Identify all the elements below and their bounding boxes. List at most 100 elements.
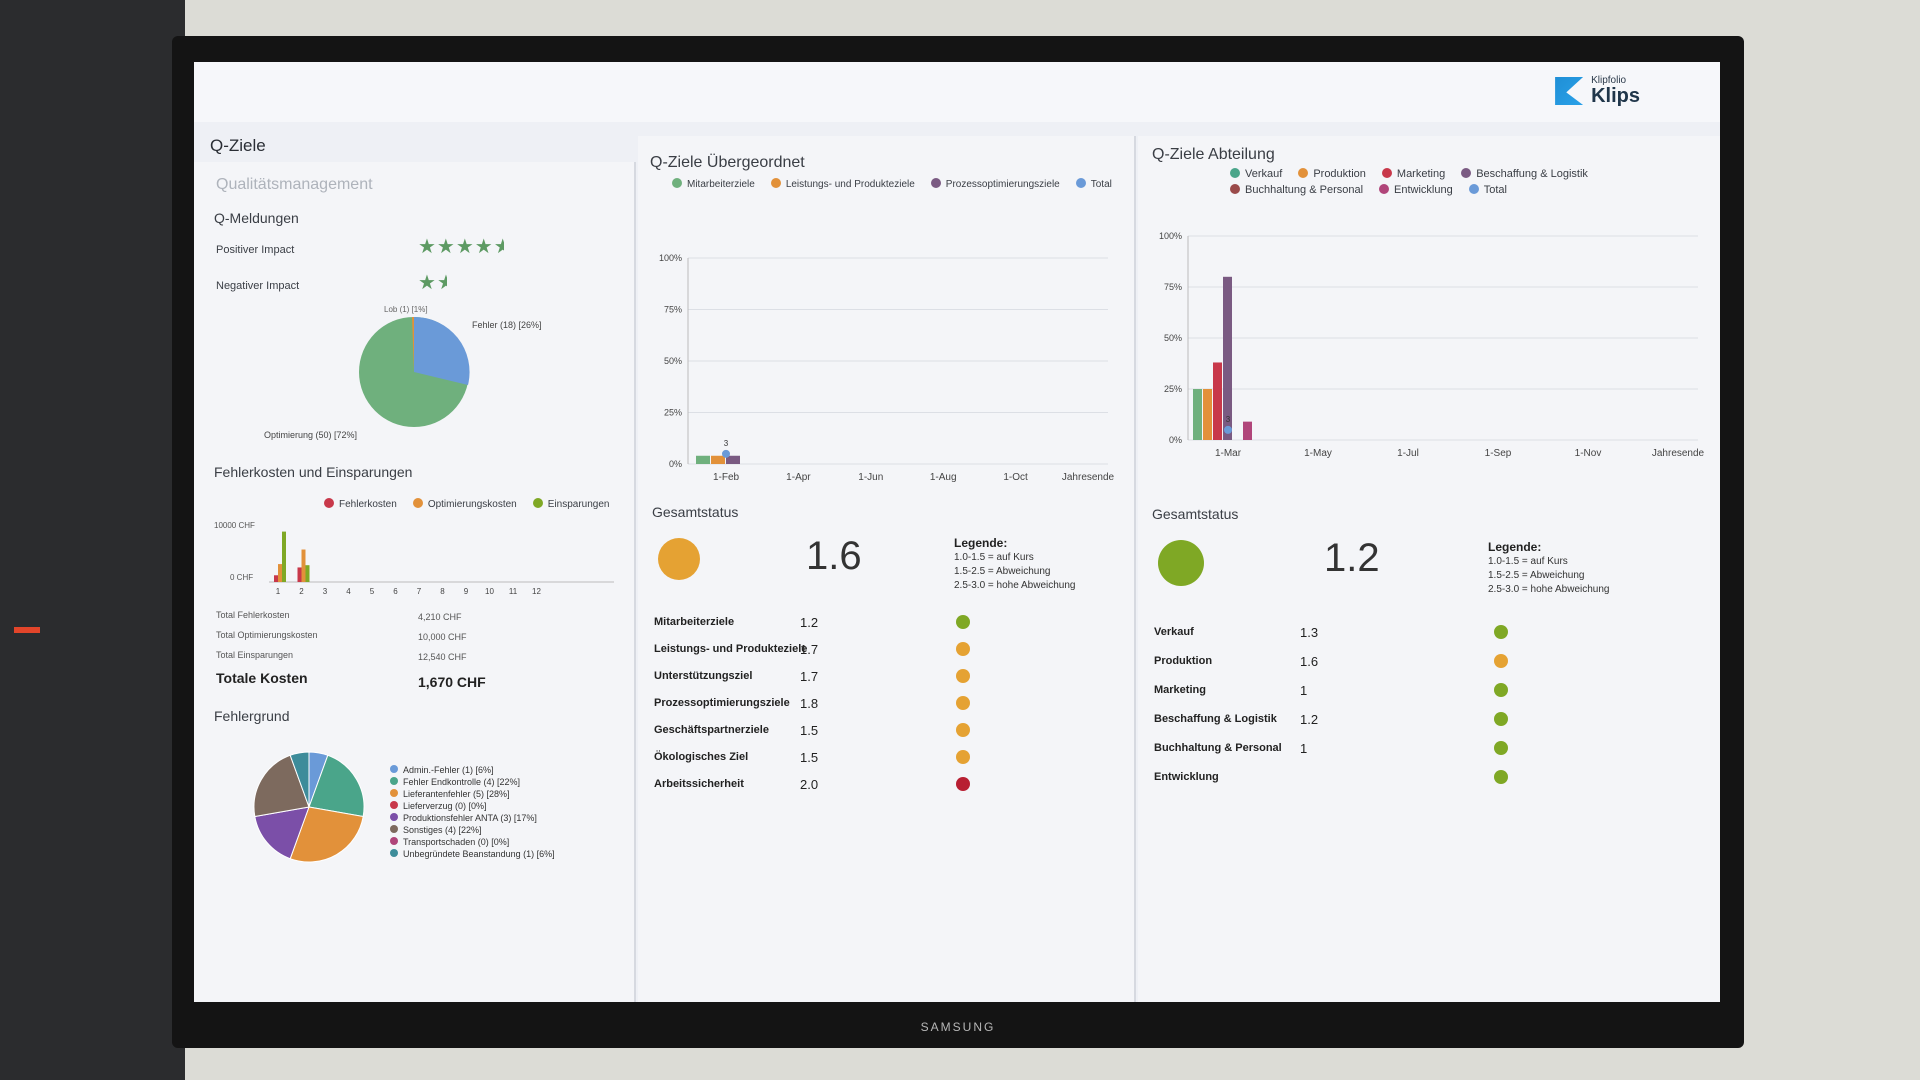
abteilung-legend-item: Total — [1468, 184, 1507, 196]
costs-title: Fehlerkosten und Einsparungen — [214, 464, 413, 480]
status-dot-icon — [956, 669, 970, 683]
x-tick-label: 1-Sep — [1485, 448, 1512, 459]
costs-x-tick: 10 — [485, 587, 494, 596]
legend-label: Lieferverzug (0) [0%] — [403, 801, 487, 811]
x-tick-label: 1-Nov — [1575, 448, 1602, 459]
bar-data-label: 3 — [1226, 415, 1231, 424]
bar-prozessoptimierungziele — [726, 455, 740, 464]
total-fehlerkosten-value: 4,210 CHF — [418, 612, 462, 622]
meldungen-title: Q-Meldungen — [214, 210, 299, 226]
legend-dot-icon — [390, 849, 398, 857]
costs-x-tick: 3 — [323, 587, 328, 596]
y-tick-label: 25% — [1164, 384, 1182, 394]
total-einsparungen-label: Total Einsparungen — [216, 650, 294, 660]
uebergeordnet-status-dot — [658, 538, 700, 580]
fehlergrund-legend: Admin.-Fehler (1) [6%] Fehler Endkontroll… — [390, 764, 555, 860]
abteilung-legend-item: Beschaffung & Logistik — [1461, 168, 1588, 180]
bar-entwicklung — [1243, 421, 1252, 440]
bar-leistungs-und-produkteziele — [711, 455, 725, 464]
panel-abteilung: Q-Ziele Abteilung Verkauf Produktion Marke… — [1138, 136, 1720, 1002]
x-tick-label: Jahresende — [1652, 448, 1705, 459]
status-dot-icon — [956, 615, 970, 629]
legend-fehlerkosten: Fehlerkosten — [324, 498, 397, 510]
fehlergrund-legend-item: Admin.-Fehler (1) [6%] — [390, 764, 555, 776]
pie-label-fehler: Fehler (18) [26%] — [472, 320, 542, 330]
costs-bar — [278, 564, 282, 582]
bar-verkauf — [1193, 389, 1202, 440]
x-tick-label: 1-Apr — [786, 472, 811, 483]
costs-x-tick: 2 — [299, 587, 304, 596]
costs-bar — [305, 565, 310, 582]
uebergeordnet-bar-chart: 100% 75% 50% 25% 0% 1-Feb 1-Apr 1-Jun 1-Aug 1-Oct… — [659, 253, 1115, 483]
legend-label: Total — [1090, 179, 1112, 190]
legend-label: Produktionsfehler ANTA (3) [17%] — [403, 813, 537, 823]
uebergeordnet-legend: Mitarbeiterziele Leistungs- und Produkte… — [672, 178, 1112, 190]
totale-kosten-label: Totale Kosten — [216, 670, 308, 686]
costs-bar-chart: 10000 CHF 0 CHF 1 2 3 4 5 6 7 8 9 10 11 12 — [214, 521, 614, 596]
y-tick-label: 50% — [1164, 333, 1182, 343]
x-tick-label: 1-Mar — [1215, 448, 1242, 459]
qm-title: Qualitätsmanagement — [216, 176, 373, 193]
legend-total: Total — [1075, 178, 1112, 190]
legend-label: Sonstiges (4) [22%] — [403, 825, 482, 835]
costs-x-tick: 4 — [346, 587, 351, 596]
status-row-value: 1.7 — [800, 669, 819, 684]
status-row-label: Buchhaltung & Personal — [1154, 742, 1282, 754]
legend-label: Fehler Endkontrolle (4) [22%] — [403, 777, 521, 787]
bar-marketing — [1213, 362, 1222, 440]
abteilung-legend-item: Entwicklung — [1379, 184, 1453, 196]
status-row-value: 1.7 — [800, 642, 819, 657]
uebergeordnet-legend-line-2: 1.5-2.5 = Abweichung — [954, 566, 1051, 577]
status-dot-icon — [956, 777, 970, 791]
negativ-label: Negativer Impact — [216, 280, 300, 292]
total-optimierungskosten-label: Total Optimierungskosten — [216, 630, 318, 640]
costs-x-tick: 9 — [464, 587, 469, 596]
status-dot-icon — [1494, 625, 1508, 639]
legend-dot-icon — [390, 825, 398, 833]
x-tick-label: 1-May — [1304, 448, 1332, 459]
legend-dot-icon — [1379, 184, 1390, 194]
y-tick-label: 50% — [664, 356, 682, 366]
abteilung-legend: Verkauf Produktion Marketing Beschaffung & … — [1230, 168, 1670, 196]
status-row-label: Ökologisches Ziel — [654, 751, 749, 763]
legend-label: Entwicklung — [1394, 184, 1453, 196]
status-dot-icon — [1494, 770, 1508, 784]
x-tick-label: 1-Aug — [930, 472, 957, 483]
fehlergrund-slice — [308, 754, 365, 818]
y-tick-label: 25% — [664, 408, 682, 418]
abteilung-status-value: 1.2 — [1324, 536, 1380, 580]
status-row-label: Leistungs- und Produkteziele — [654, 643, 808, 655]
y-tick-label: 0% — [1169, 435, 1182, 445]
costs-bar — [282, 531, 286, 582]
costs-x-tick: 1 — [276, 587, 281, 596]
legend-label: Fehlerkosten — [339, 499, 397, 510]
y-tick-label: 100% — [659, 253, 682, 263]
bar-mitarbeiterziele — [696, 455, 710, 464]
total-optimierungskosten-value: 10,000 CHF — [418, 632, 467, 642]
status-row-label: Geschäftspartnerziele — [654, 724, 769, 736]
legend-dot-icon — [390, 813, 398, 821]
legend-dot-icon — [390, 789, 398, 797]
status-row-label: Unterstützungsziel — [654, 670, 753, 682]
legend-dot-icon — [1381, 168, 1392, 178]
positiv-stars: ★★★★★ — [418, 236, 504, 258]
costs-y-top: 10000 CHF — [214, 521, 255, 530]
legend-label: Mitarbeiterziele — [687, 179, 755, 190]
costs-bar — [301, 549, 306, 582]
x-tick-label: Jahresende — [1062, 472, 1115, 483]
costs-x-tick: 6 — [393, 587, 398, 596]
status-row-value: 1.5 — [800, 723, 819, 738]
status-row-value: 2.0 — [800, 777, 819, 792]
status-dot-icon — [1494, 741, 1508, 755]
klipfolio-logo[interactable]: Klipfolio Klips — [1555, 76, 1640, 106]
fehlergrund-legend-item: Lieferantenfehler (5) [28%] — [390, 788, 555, 800]
meldungen-pie: Lob (1) [1%] Fehler (18) [26%] Optimieru… — [264, 305, 542, 440]
uebergeordnet-status-value: 1.6 — [806, 534, 862, 578]
costs-bar — [297, 567, 302, 582]
status-row-value: 1.2 — [1300, 712, 1319, 727]
x-tick-label: 1-Oct — [1003, 472, 1028, 483]
status-row-label: Marketing — [1154, 684, 1206, 696]
tv-frame: Klipfolio Klips Q-Ziele Qualitätsmanagem… — [172, 36, 1744, 1048]
legend-prozessziele: Prozessoptimierungsziele — [930, 178, 1060, 190]
dashboard-screen: Klipfolio Klips Q-Ziele Qualitätsmanagem… — [194, 62, 1720, 1002]
